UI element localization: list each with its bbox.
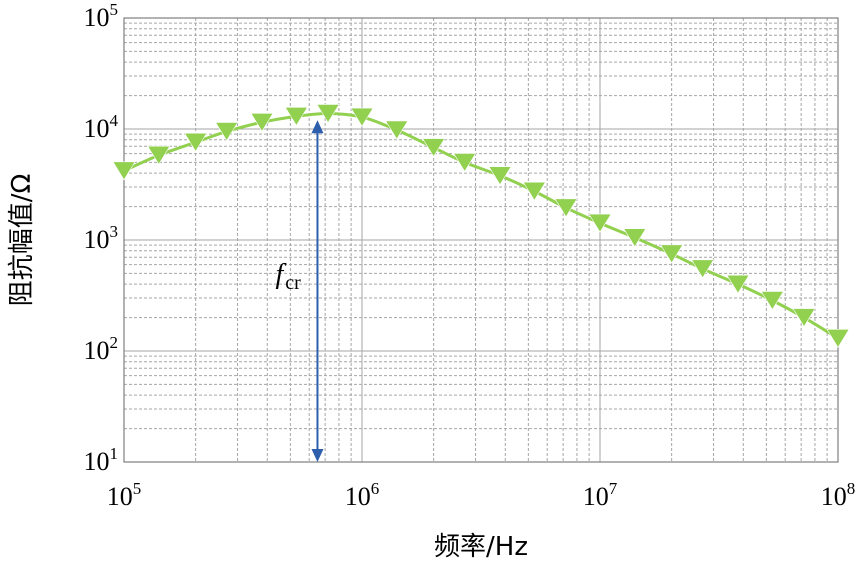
y-tick-label: 104 [84, 111, 119, 143]
data-point [184, 132, 208, 152]
grid [123, 18, 838, 463]
data-point [147, 145, 171, 165]
x-tick-labels: 105 106 107 108 [107, 479, 856, 511]
data-point [760, 291, 784, 311]
y-tick-label: 102 [84, 333, 119, 365]
plot-frame [123, 17, 839, 463]
data-point [350, 107, 374, 127]
series-group [112, 104, 850, 348]
annotation-label: f cr [275, 259, 301, 294]
annotation-arrow-head-top [311, 120, 324, 134]
data-point [284, 107, 308, 126]
data-point [385, 120, 409, 140]
data-point [623, 228, 647, 248]
y-tick-labels: 101 102 103 104 105 [84, 0, 119, 476]
data-point [488, 166, 512, 186]
y-tick-label: 101 [84, 444, 119, 476]
y-tick-label: 105 [84, 0, 119, 32]
data-point [522, 181, 546, 201]
data-point [588, 213, 612, 233]
data-point [691, 259, 715, 279]
y-axis-title: 阻抗幅值/Ω [7, 174, 37, 307]
data-point [554, 198, 578, 218]
data-point [660, 244, 684, 264]
x-tick-label: 108 [821, 479, 856, 511]
data-point [726, 274, 750, 294]
x-tick-label: 107 [583, 479, 618, 511]
x-axis-title: 频率/Hz [434, 532, 528, 562]
data-point [453, 153, 477, 172]
data-point [422, 138, 446, 158]
y-tick-label: 103 [84, 222, 119, 254]
data-point [316, 104, 340, 124]
data-point [826, 329, 850, 348]
series-line [123, 111, 839, 340]
annotation-arrow-head-bottom [311, 449, 324, 462]
data-point [112, 161, 136, 181]
data-point [215, 122, 239, 142]
data-point [250, 112, 274, 132]
x-tick-label: 106 [345, 479, 380, 511]
data-point [792, 308, 816, 328]
annotations: f cr [275, 120, 324, 462]
x-tick-label: 105 [107, 479, 142, 511]
